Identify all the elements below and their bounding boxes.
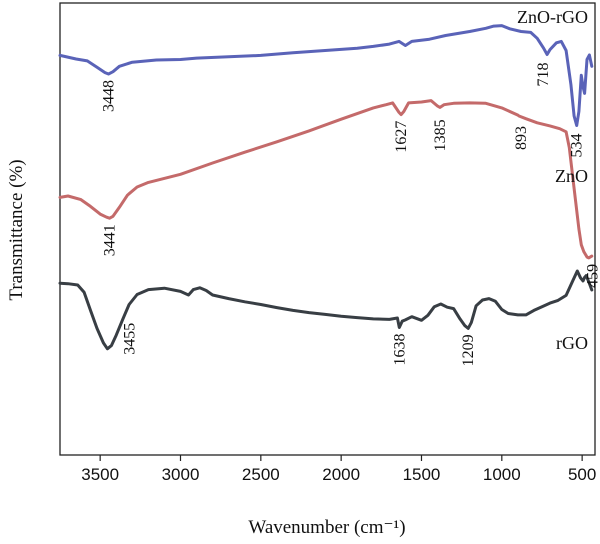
series-label: rGO: [556, 333, 588, 353]
x-tick-label: 2500: [242, 465, 280, 484]
series-label: ZnO: [555, 166, 588, 186]
x-tick-label: 1500: [403, 465, 441, 484]
series-line-zno-rgo: [58, 24, 594, 127]
series-line-zno: [58, 99, 594, 260]
x-axis-ticks: 3500 3000 2500 2000 1500 1000 500: [81, 455, 596, 484]
y-axis-title: Transmittance (%): [6, 159, 27, 300]
x-tick-label: 500: [568, 465, 596, 484]
peak-label: 534: [569, 134, 586, 158]
peak-label: 3455: [121, 323, 138, 355]
plot-frame: [59, 2, 596, 456]
x-tick-label: 1000: [483, 465, 521, 484]
series-label: ZnO-rGO: [517, 7, 588, 27]
peak-label: 1627: [393, 121, 410, 153]
x-tick-label: 2000: [322, 465, 360, 484]
peak-label: 459: [585, 264, 600, 288]
peak-label: 1638: [391, 334, 408, 366]
peak-label: 3441: [102, 224, 119, 256]
x-tick-label: 3000: [162, 465, 200, 484]
series-line-rgo: [58, 269, 594, 351]
spectra: [58, 24, 594, 351]
peak-label: 1209: [460, 334, 477, 366]
peak-labels: 3448 718 534 3441 1627 1385 893 459 3455 1638 1209: [101, 63, 600, 367]
x-tick-label: 3500: [81, 465, 119, 484]
peak-label: 3448: [101, 80, 118, 112]
series-labels: ZnO-rGO ZnO rGO: [517, 7, 588, 353]
x-axis-title: Wavenumber (cm⁻¹): [248, 517, 405, 538]
peak-label: 893: [513, 126, 530, 150]
peak-label: 718: [535, 63, 552, 87]
peak-label: 1385: [432, 119, 449, 151]
